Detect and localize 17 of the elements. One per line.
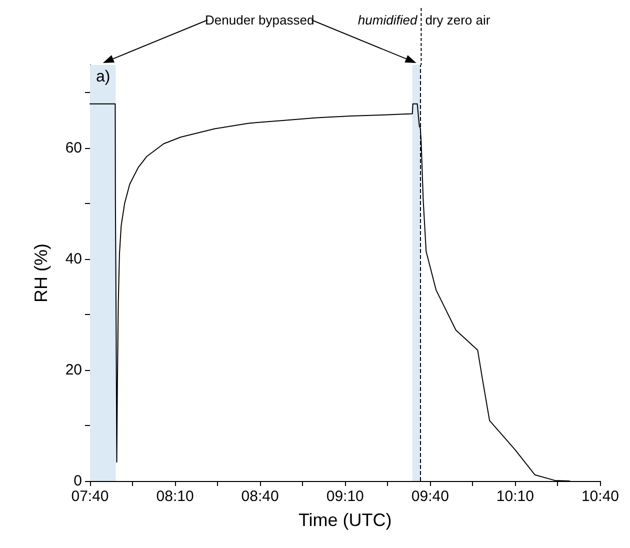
y-tick-label: 40 bbox=[65, 250, 82, 268]
x-tick-label: 09:10 bbox=[326, 488, 364, 505]
text: dry zero air bbox=[425, 12, 491, 28]
x-tick-label: 08:10 bbox=[156, 488, 194, 505]
x-tick-label: 07:40 bbox=[71, 488, 109, 505]
x-tick-label: 08:40 bbox=[241, 488, 279, 505]
y-tick-label: 0 bbox=[74, 472, 82, 490]
y-tick-label: 60 bbox=[65, 140, 82, 157]
y-tick-label: 20 bbox=[65, 362, 82, 379]
x-tick-label: 09:40 bbox=[411, 488, 449, 505]
x-tick-label: 10:40 bbox=[581, 488, 620, 505]
text: Denuder bypassed bbox=[205, 12, 314, 28]
x-axis-title: Time (UTC) bbox=[298, 510, 392, 530]
text: humidified bbox=[358, 12, 418, 28]
y-axis-title: RH (%) bbox=[31, 244, 51, 302]
x-tick-label: 10:10 bbox=[496, 488, 534, 505]
annotation: a) bbox=[96, 68, 110, 86]
